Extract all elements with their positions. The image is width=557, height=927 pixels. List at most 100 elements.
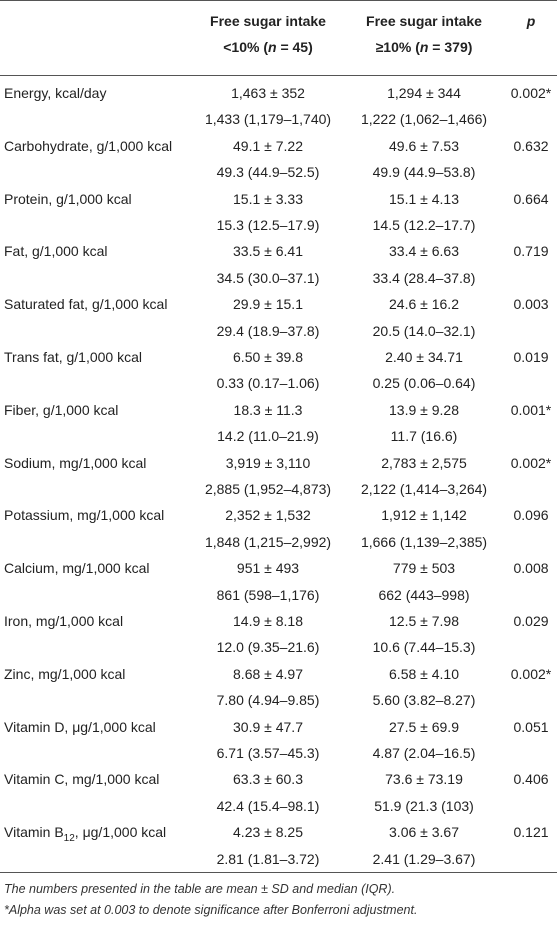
mean-sd: 49.6 ± 7.53 — [389, 137, 459, 154]
median-iqr: 861 (598–1,176) — [216, 586, 320, 603]
median-iqr: 12.0 (9.35–21.6) — [216, 639, 320, 656]
p-value: 0.008 — [513, 560, 549, 577]
p-value: 0.029 — [513, 613, 549, 629]
row-label: Sodium, mg/1,000 kcal — [4, 454, 146, 472]
label-part: Calcium, mg/1,000 kcal — [4, 560, 150, 577]
header-part: ≥10% ( — [375, 39, 420, 55]
row-label: Calcium, mg/1,000 kcal — [4, 559, 150, 577]
row-label: Energy, kcal/day — [4, 84, 106, 102]
header-part: n — [267, 39, 277, 55]
label-part: Fat, g/1,000 kcal — [4, 243, 108, 260]
p-value: 0.019 — [513, 349, 549, 365]
label-part: 12 — [63, 832, 75, 844]
column-header-line: ≥10% (n = 379) — [376, 38, 473, 56]
median-iqr: 33.4 (28.4–37.8) — [372, 269, 476, 286]
header-part: = 45) — [276, 39, 313, 55]
median-iqr: 2.81 (1.81–3.72) — [216, 850, 320, 867]
label-part: , μg/1,000 kcal — [74, 824, 167, 841]
mean-sd: 1,912 ± 1,142 — [381, 507, 467, 524]
median-iqr: 1,222 (1,062–1,466) — [360, 111, 488, 128]
mean-sd: 12.5 ± 7.98 — [389, 613, 459, 629]
mean-sd: 24.6 ± 16.2 — [389, 296, 459, 313]
median-iqr: 11.7 (16.6) — [390, 428, 458, 445]
mean-sd: 30.9 ± 47.7 — [233, 718, 303, 735]
p-value: 0.632 — [513, 137, 549, 154]
median-iqr: 49.3 (44.9–52.5) — [216, 164, 320, 181]
row-label: Vitamin B12, μg/1,000 kcal — [4, 823, 166, 848]
footnote: The numbers presented in the table are m… — [4, 882, 396, 896]
mean-sd: 33.5 ± 6.41 — [233, 243, 303, 260]
median-iqr: 5.60 (3.82–8.27) — [372, 692, 476, 709]
median-iqr: 1,433 (1,179–1,740) — [204, 111, 332, 128]
median-iqr: 1,666 (1,139–2,385) — [360, 533, 488, 550]
mean-sd: 14.9 ± 8.18 — [233, 613, 303, 629]
row-label: Iron, mg/1,000 kcal — [4, 612, 123, 630]
header-part: <10% ( — [223, 39, 268, 55]
label-part: Potassium, mg/1,000 kcal — [4, 507, 165, 524]
row-label: Potassium, mg/1,000 kcal — [4, 506, 164, 524]
mean-sd: 1,463 ± 352 — [231, 85, 305, 101]
median-iqr: 14.2 (11.0–21.9) — [217, 428, 319, 445]
footnote: *Alpha was set at 0.003 to denote signif… — [4, 903, 418, 917]
label-part: Vitamin D, μg/1,000 kcal — [4, 718, 156, 735]
mean-sd: 27.5 ± 69.9 — [389, 718, 459, 735]
mean-sd: 3.06 ± 3.67 — [389, 824, 459, 841]
row-label: Protein, g/1,000 kcal — [4, 190, 132, 208]
label-part: Energy, kcal/day — [4, 85, 107, 101]
column-header-line: <10% (n = 45) — [223, 38, 313, 56]
mean-sd: 6.50 ± 39.8 — [233, 349, 303, 365]
p-value: 0.002* — [510, 665, 552, 682]
median-iqr: 2,885 (1,952–4,873) — [204, 481, 332, 497]
median-iqr: 10.6 (7.44–15.3) — [372, 639, 476, 656]
median-iqr: 0.25 (0.06–0.64) — [372, 375, 476, 392]
mean-sd: 779 ± 503 — [392, 560, 456, 577]
header-part: n — [419, 39, 429, 55]
label-part: Saturated fat, g/1,000 kcal — [4, 296, 168, 313]
mean-sd: 49.1 ± 7.22 — [233, 137, 303, 154]
mean-sd: 73.6 ± 73.19 — [385, 771, 463, 788]
p-value: 0.003 — [513, 296, 549, 313]
mean-sd: 15.1 ± 4.13 — [389, 190, 459, 207]
p-value: 0.096 — [513, 507, 549, 524]
mean-sd: 951 ± 493 — [236, 560, 300, 577]
median-iqr: 29.4 (18.9–37.8) — [216, 322, 320, 339]
mean-sd: 2.40 ± 34.71 — [385, 349, 463, 365]
label-part: Fiber, g/1,000 kcal — [4, 401, 119, 418]
median-iqr: 20.5 (14.0–32.1) — [372, 322, 476, 339]
row-label: Trans fat, g/1,000 kcal — [4, 348, 142, 366]
label-part: Zinc, mg/1,000 kcal — [4, 665, 126, 682]
median-iqr: 42.4 (15.4–98.1) — [216, 797, 320, 814]
mean-sd: 1,294 ± 344 — [387, 85, 461, 101]
label-part: Carbohydrate, g/1,000 kcal — [4, 137, 173, 154]
p-header: p — [526, 13, 536, 29]
row-label: Saturated fat, g/1,000 kcal — [4, 295, 167, 313]
mean-sd: 13.9 ± 9.28 — [389, 401, 459, 418]
median-iqr: 49.9 (44.9–53.8) — [372, 164, 476, 181]
median-iqr: 4.87 (2.04–16.5) — [372, 745, 476, 761]
bottom-rule — [0, 872, 557, 873]
mean-sd: 29.9 ± 15.1 — [233, 296, 303, 313]
row-label: Vitamin C, mg/1,000 kcal — [4, 770, 159, 788]
row-label: Fiber, g/1,000 kcal — [4, 401, 118, 419]
median-iqr: 6.71 (3.57–45.3) — [216, 745, 320, 761]
median-iqr: 7.80 (4.94–9.85) — [216, 692, 320, 709]
median-iqr: 15.3 (12.5–17.9) — [216, 217, 320, 233]
p-value: 0.664 — [513, 190, 549, 207]
median-iqr: 1,848 (1,215–2,992) — [204, 533, 332, 550]
row-label: Fat, g/1,000 kcal — [4, 242, 108, 260]
median-iqr: 2.41 (1.29–3.67) — [372, 850, 476, 867]
label-part: Vitamin B — [4, 824, 64, 841]
p-value: 0.719 — [513, 243, 549, 260]
median-iqr: 2,122 (1,414–3,264) — [360, 481, 488, 497]
label-part: Protein, g/1,000 kcal — [4, 190, 132, 207]
mean-sd: 33.4 ± 6.63 — [389, 243, 459, 260]
p-value: 0.406 — [513, 771, 549, 788]
p-value: 0.121 — [513, 824, 549, 841]
header-part: = 379) — [428, 39, 473, 55]
mean-sd: 3,919 ± 3,110 — [225, 454, 311, 471]
row-label: Carbohydrate, g/1,000 kcal — [4, 137, 172, 155]
mean-sd: 4.23 ± 8.25 — [233, 824, 303, 841]
top-rule — [0, 0, 557, 1]
mean-sd: 18.3 ± 11.3 — [233, 401, 303, 418]
